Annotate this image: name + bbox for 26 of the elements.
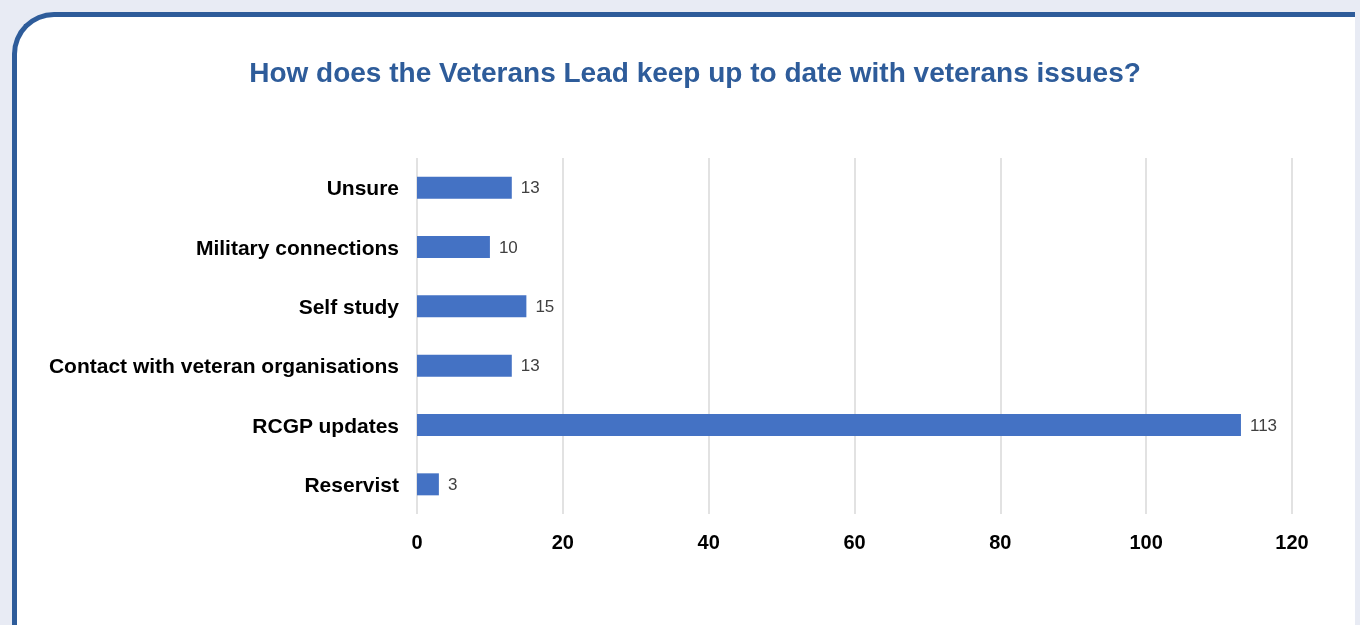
data-label: 3	[447, 474, 458, 494]
data-label: 13	[520, 178, 540, 198]
chart-title: How does the Veterans Lead keep up to date with veterans issues?	[249, 56, 1141, 88]
y-tick-label: Unsure	[326, 176, 399, 200]
x-tick-label: 60	[843, 531, 866, 553]
bar	[417, 414, 1241, 436]
bar	[417, 236, 490, 258]
x-tick-label: 20	[551, 531, 574, 553]
x-tick-label: 120	[1275, 531, 1309, 553]
data-label: 15	[535, 296, 555, 316]
bar	[417, 176, 512, 199]
bar	[417, 295, 527, 318]
x-tick-label: 40	[697, 531, 720, 553]
bar	[417, 354, 512, 377]
y-tick-label: Military connections	[195, 235, 399, 259]
data-label: 13	[520, 356, 540, 376]
y-tick-label: Reservist	[304, 472, 400, 496]
x-tick-label: 80	[989, 531, 1012, 553]
data-label: 10	[498, 237, 518, 257]
data-label: 113	[1249, 415, 1278, 435]
bar	[417, 473, 439, 496]
y-tick-label: Contact with veteran organisations	[48, 354, 399, 378]
x-tick-label: 100	[1129, 531, 1163, 553]
y-tick-label: Self study	[298, 294, 400, 318]
y-tick-label: RCGP updates	[252, 413, 399, 437]
x-tick-label: 0	[411, 531, 423, 553]
